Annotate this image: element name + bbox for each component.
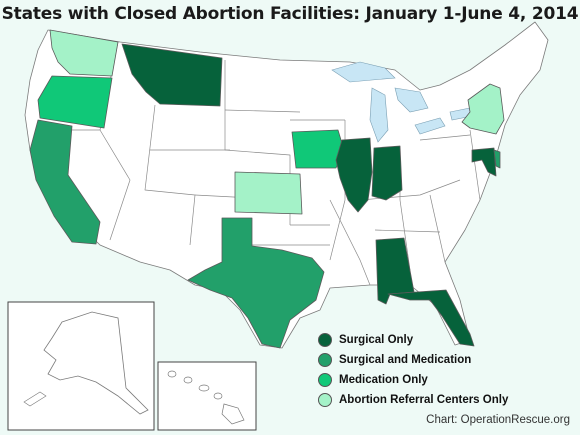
state-california xyxy=(29,119,101,245)
legend: Surgical Only Surgical and Medication Me… xyxy=(318,330,508,410)
legend-item-medication-only: Medication Only xyxy=(318,370,508,389)
state-oregon xyxy=(37,75,113,129)
state-maryland xyxy=(471,147,497,177)
legend-item-surgical-only: Surgical Only xyxy=(318,330,508,349)
state-alaska xyxy=(43,311,149,415)
swatch-medication-only xyxy=(318,372,332,387)
state-washington xyxy=(49,29,119,77)
swatch-referral-only xyxy=(318,392,332,407)
alaska-inset xyxy=(7,301,155,431)
state-new-york xyxy=(461,83,505,135)
legend-item-surgical-and-medication: Surgical and Medication xyxy=(318,350,508,369)
state-indiana xyxy=(371,145,403,201)
hawaii-inset xyxy=(157,361,257,431)
legend-item-referral-only: Abortion Referral Centers Only xyxy=(318,390,508,409)
legend-label: Abortion Referral Centers Only xyxy=(339,393,509,406)
state-texas xyxy=(187,217,325,349)
great-lakes xyxy=(331,61,473,143)
swatch-surgical-and-medication xyxy=(318,352,332,367)
swatch-surgical-only xyxy=(318,332,332,347)
state-delaware xyxy=(493,149,501,169)
state-hawaii xyxy=(167,370,245,425)
legend-label: Medication Only xyxy=(339,373,428,386)
legend-label: Surgical and Medication xyxy=(339,353,472,366)
chart-credit: Chart: OperationRescue.org xyxy=(426,414,570,426)
state-montana xyxy=(121,43,223,107)
map-title: States with Closed Abortion Facilities: … xyxy=(1,4,579,24)
legend-label: Surgical Only xyxy=(339,333,414,346)
state-kansas xyxy=(234,171,303,215)
state-florida xyxy=(387,289,475,347)
state-illinois xyxy=(335,137,373,213)
